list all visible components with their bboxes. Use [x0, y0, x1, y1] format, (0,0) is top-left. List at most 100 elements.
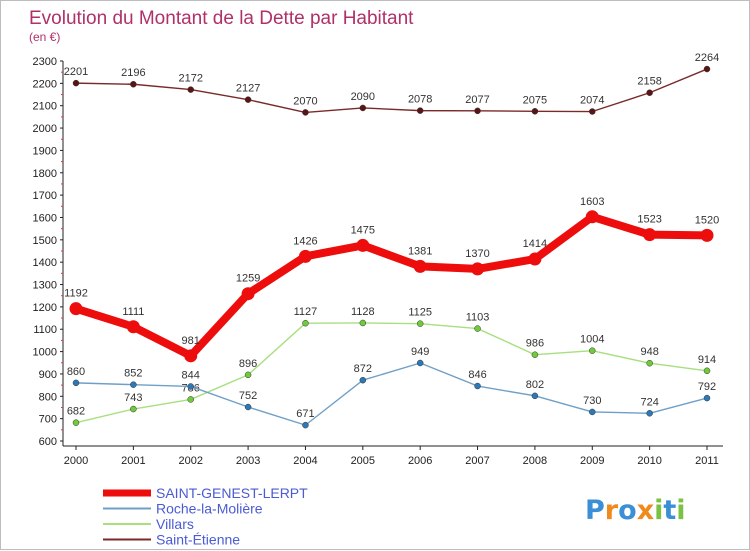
- series-Saint-Étienne: 2201 2196 2172 2127 2070 2090 2078 2077 2075 2074…: [64, 52, 719, 116]
- data-point: [187, 396, 194, 403]
- x-tick-label: 2009: [580, 455, 604, 467]
- data-label: 1603: [580, 196, 604, 208]
- data-point: [703, 394, 711, 402]
- x-tick-label: 2011: [695, 455, 719, 467]
- data-label: 914: [698, 354, 716, 366]
- y-tick-label: 2100: [33, 101, 57, 113]
- data-label: 2196: [121, 67, 145, 79]
- data-label: 2075: [523, 94, 547, 106]
- data-point: [244, 96, 252, 103]
- data-point: [302, 319, 309, 327]
- data-label: 752: [239, 390, 257, 402]
- data-point: [184, 349, 198, 363]
- data-label: 1475: [351, 224, 375, 236]
- data-label: 844: [182, 369, 200, 381]
- legend-label: Villars: [156, 516, 194, 532]
- data-label: 846: [468, 369, 486, 381]
- data-point: [187, 383, 194, 390]
- chart-subtitle: (en €): [29, 30, 60, 44]
- data-point: [700, 228, 714, 242]
- x-tick-label: 2007: [465, 455, 489, 467]
- data-point: [646, 359, 653, 367]
- series-SAINT-GENEST-LERPT: 1192 1111 981 1259 1426 1475 1381 1370 1414 1603 1…: [64, 196, 719, 363]
- y-tick-label: 1600: [33, 212, 57, 224]
- x-tick-label: 2002: [178, 455, 202, 467]
- x-tick-label: 2008: [523, 455, 547, 467]
- data-point: [585, 210, 599, 224]
- data-point: [646, 410, 653, 417]
- data-label: 1103: [466, 312, 490, 324]
- data-point: [126, 320, 140, 334]
- data-point: [241, 287, 255, 301]
- data-point: [413, 259, 427, 273]
- x-tick-label: 2003: [236, 455, 260, 467]
- data-label: 1127: [294, 306, 318, 318]
- y-tick-label: 2200: [33, 78, 57, 90]
- x-tick-label: 2010: [637, 455, 661, 467]
- data-point: [531, 351, 539, 358]
- data-label: 2090: [351, 91, 375, 103]
- data-label: 1111: [122, 306, 144, 318]
- data-label: 792: [698, 381, 716, 393]
- y-tick-label: 2300: [33, 56, 57, 68]
- y-tick-label: 800: [39, 391, 57, 403]
- axes: 600 700 800 900 1000 1100 1200 1300 1400 1500 1600…: [33, 56, 723, 467]
- data-point: [187, 86, 194, 93]
- data-point: [703, 367, 711, 375]
- data-label: 981: [182, 335, 200, 347]
- legend-item: SAINT-GENEST-LERPT: [103, 485, 308, 501]
- y-tick-label: 1200: [33, 302, 57, 314]
- x-tick-label: 2005: [351, 455, 375, 467]
- data-label: 2201: [64, 66, 88, 78]
- legend: SAINT-GENEST-LERPTRoche-la-MolièreVillar…: [103, 485, 308, 548]
- x-tick-label: 2001: [121, 455, 145, 467]
- data-label: 872: [354, 363, 372, 375]
- data-label: 896: [239, 358, 257, 370]
- y-tick-label: 1900: [33, 145, 57, 157]
- data-label: 1125: [408, 307, 432, 319]
- chart-title: Evolution du Montant de la Dette par Hab…: [29, 8, 414, 29]
- y-tick-label: 900: [39, 369, 57, 381]
- legend-item: Roche-la-Molière: [103, 501, 263, 517]
- data-point: [643, 228, 657, 242]
- data-point: [589, 108, 596, 115]
- data-label: 802: [526, 379, 544, 391]
- data-point: [474, 382, 481, 390]
- data-point: [302, 421, 309, 429]
- data-point: [359, 319, 367, 327]
- legend-label: Roche-la-Molière: [156, 501, 263, 517]
- legend-item: Villars: [103, 516, 194, 532]
- y-tick-label: 2000: [33, 123, 57, 135]
- x-tick-label: 2000: [64, 455, 88, 467]
- data-label: 1259: [236, 273, 260, 285]
- data-label: 860: [67, 366, 85, 378]
- legend-item: Saint-Étienne: [103, 532, 240, 548]
- y-tick-label: 1300: [33, 280, 57, 292]
- logo-letter: r: [605, 495, 619, 526]
- data-label: 682: [67, 406, 85, 418]
- data-label: 2264: [695, 52, 719, 64]
- y-tick-label: 1700: [33, 190, 57, 202]
- data-point: [356, 238, 370, 252]
- data-point: [359, 104, 367, 112]
- data-point: [703, 65, 711, 73]
- data-point: [471, 262, 485, 276]
- data-point: [244, 371, 252, 379]
- logo-letter: i: [676, 495, 685, 526]
- data-label: 1520: [695, 214, 719, 226]
- data-label: 2158: [637, 76, 661, 88]
- y-tick-label: 1100: [33, 324, 57, 336]
- series-Villars: 6827437868961127112811251103986100494891…: [67, 306, 716, 426]
- proxiti-logo: Proxiti: [585, 495, 686, 526]
- data-label: 743: [124, 392, 142, 404]
- y-tick-label: 1000: [33, 347, 57, 359]
- series-layer: 2201 2196 2172 2127 2070 2090 2078 2077 2075 2074…: [64, 52, 719, 429]
- data-point: [72, 419, 80, 426]
- data-label: 2070: [293, 95, 317, 107]
- data-label: 1192: [64, 288, 88, 300]
- logo-letter: x: [637, 495, 654, 526]
- logo-letter: P: [585, 495, 605, 526]
- data-label: 2127: [236, 83, 260, 95]
